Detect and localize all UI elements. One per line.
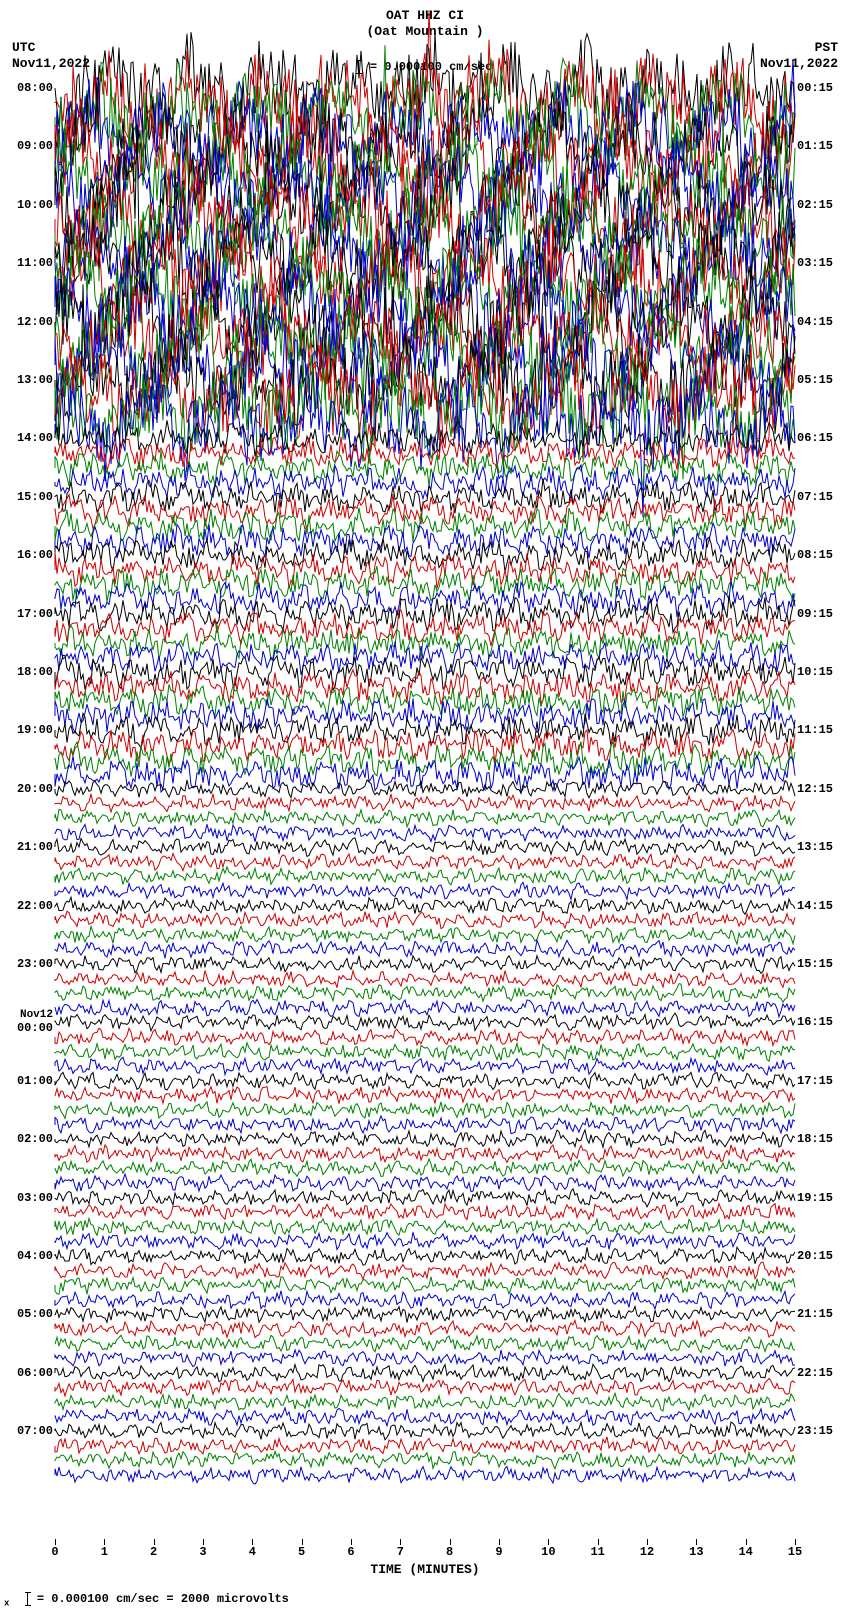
x-axis-tick: 10 <box>548 1539 549 1545</box>
utc-time-label: 15:00 <box>3 490 55 504</box>
pst-time-label: 14:15 <box>795 899 833 913</box>
x-axis-tick: 6 <box>351 1539 352 1545</box>
helicorder-plot: 08:0000:1509:0001:1510:0002:1511:0003:15… <box>55 88 795 1538</box>
utc-time-label: 21:00 <box>3 840 55 854</box>
utc-time-label: 16:00 <box>3 548 55 562</box>
pst-time-label: 01:15 <box>795 139 833 153</box>
pst-time-label: 08:15 <box>795 548 833 562</box>
pst-time-label: 17:15 <box>795 1074 833 1088</box>
x-axis-tick: 11 <box>598 1539 599 1545</box>
x-axis-tick: 1 <box>104 1539 105 1545</box>
utc-time-label: 19:00 <box>3 723 55 737</box>
x-axis-tick: 3 <box>203 1539 204 1545</box>
utc-time-label: 09:00 <box>3 139 55 153</box>
utc-time-label: 02:00 <box>3 1132 55 1146</box>
pst-time-label: 07:15 <box>795 490 833 504</box>
pst-time-label: 16:15 <box>795 1015 833 1029</box>
pst-time-label: 03:15 <box>795 256 833 270</box>
x-axis-tick: 5 <box>302 1539 303 1545</box>
pst-time-label: 18:15 <box>795 1132 833 1146</box>
utc-time-label: 12:00 <box>3 315 55 329</box>
x-axis-tick: 4 <box>252 1539 253 1545</box>
waveform-trace <box>55 1405 795 1545</box>
utc-time-label: 20:00 <box>3 782 55 796</box>
utc-time-label: 06:00 <box>3 1366 55 1380</box>
pst-time-label: 05:15 <box>795 373 833 387</box>
utc-time-label: 01:00 <box>3 1074 55 1088</box>
utc-time-label: 10:00 <box>3 198 55 212</box>
x-axis-tick: 8 <box>450 1539 451 1545</box>
x-axis-tick: 0 <box>55 1539 56 1545</box>
pst-time-label: 13:15 <box>795 840 833 854</box>
helicorder-container: OAT HHZ CI (Oat Mountain ) UTC Nov11,202… <box>0 0 850 1613</box>
pst-time-label: 23:15 <box>795 1424 833 1438</box>
x-axis-tick: 9 <box>499 1539 500 1545</box>
utc-time-label: 11:00 <box>3 256 55 270</box>
utc-time-label: 22:00 <box>3 899 55 913</box>
utc-time-label: 08:00 <box>3 81 55 95</box>
x-axis-tick: 13 <box>696 1539 697 1545</box>
utc-time-label: 13:00 <box>3 373 55 387</box>
utc-time-label: Nov1200:00 <box>3 1009 55 1035</box>
utc-time-label: 04:00 <box>3 1249 55 1263</box>
utc-time-label: 23:00 <box>3 957 55 971</box>
x-axis-tick: 2 <box>154 1539 155 1545</box>
pst-time-label: 19:15 <box>795 1191 833 1205</box>
pst-time-label: 12:15 <box>795 782 833 796</box>
x-axis-tick: 15 <box>795 1539 796 1545</box>
x-axis-tick: 12 <box>647 1539 648 1545</box>
footer-text: = 0.000100 cm/sec = 2000 microvolts <box>37 1593 289 1607</box>
pst-time-label: 10:15 <box>795 665 833 679</box>
pst-time-label: 04:15 <box>795 315 833 329</box>
footer-scale: x = 0.000100 cm/sec = 2000 microvolts <box>4 1592 289 1609</box>
pst-time-label: 02:15 <box>795 198 833 212</box>
pst-time-label: 20:15 <box>795 1249 833 1263</box>
utc-time-label: 07:00 <box>3 1424 55 1438</box>
x-axis-tick: 14 <box>746 1539 747 1545</box>
utc-time-label: 05:00 <box>3 1307 55 1321</box>
pst-time-label: 15:15 <box>795 957 833 971</box>
footer-x-icon: x <box>4 1599 9 1609</box>
pst-time-label: 11:15 <box>795 723 833 737</box>
pst-time-label: 06:15 <box>795 431 833 445</box>
utc-time-label: 17:00 <box>3 607 55 621</box>
footer-scale-bar-icon <box>27 1592 28 1606</box>
pst-time-label: 21:15 <box>795 1307 833 1321</box>
utc-time-label: 14:00 <box>3 431 55 445</box>
pst-time-label: 22:15 <box>795 1366 833 1380</box>
utc-time-label: 03:00 <box>3 1191 55 1205</box>
pst-time-label: 09:15 <box>795 607 833 621</box>
utc-time-label: 18:00 <box>3 665 55 679</box>
pst-time-label: 00:15 <box>795 81 833 95</box>
x-axis-tick: 7 <box>400 1539 401 1545</box>
x-axis-title: TIME (MINUTES) <box>0 1562 850 1577</box>
